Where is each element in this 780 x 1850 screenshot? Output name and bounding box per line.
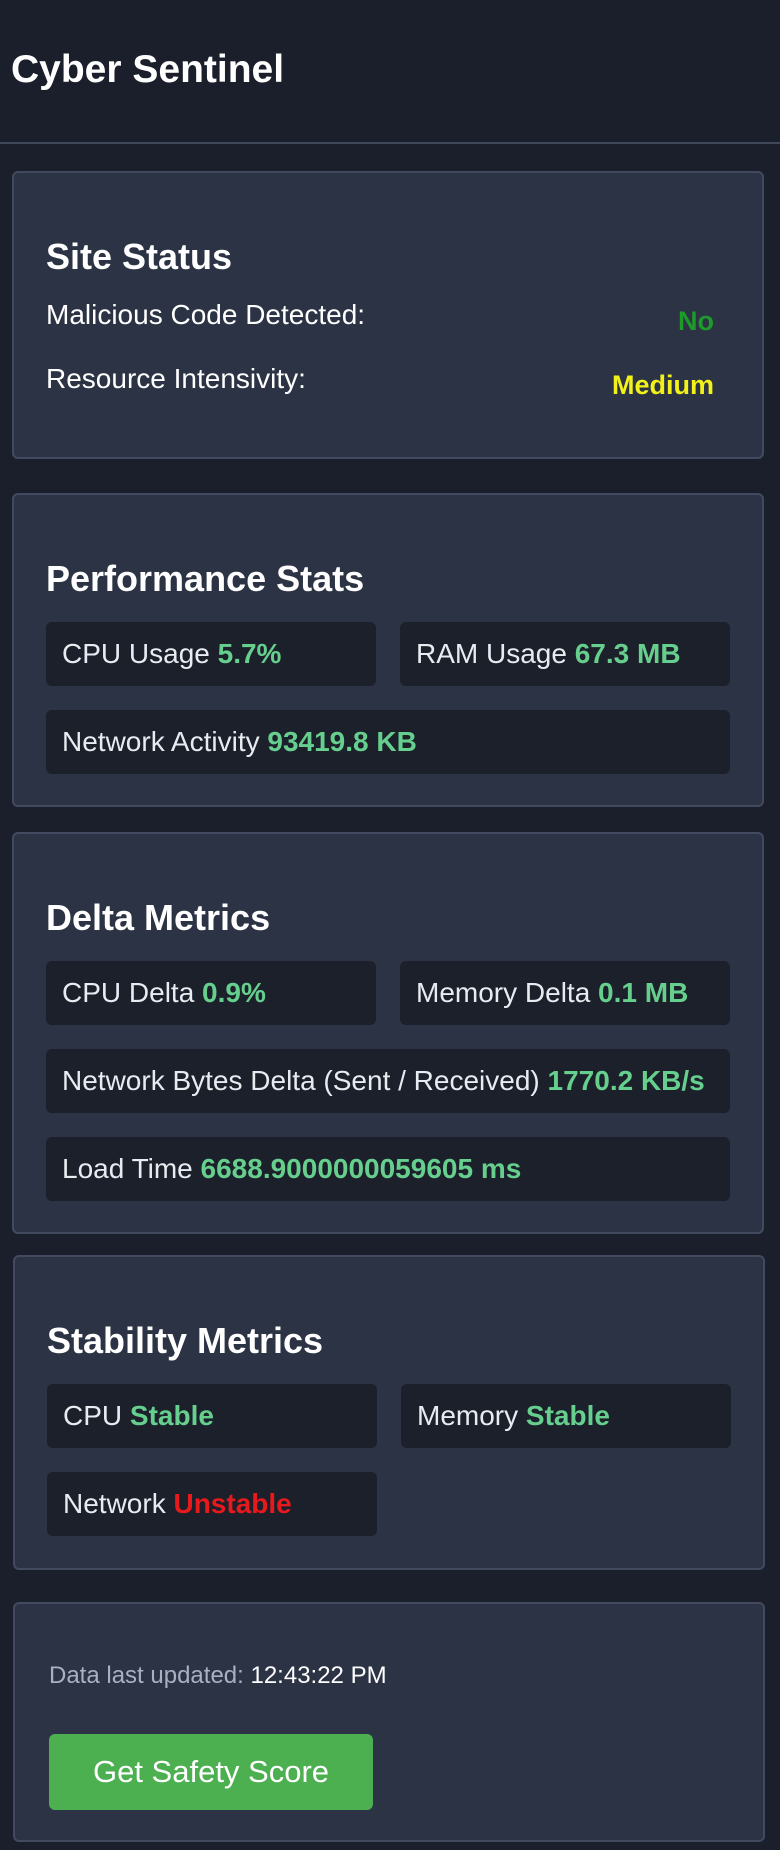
performance-title: Performance Stats	[46, 558, 365, 599]
network-stability-label: Network	[63, 1488, 166, 1519]
load-time-value: 6688.9000000059605 ms	[200, 1153, 522, 1184]
network-activity-value: 93419.8 KB	[267, 726, 417, 757]
cpu-stability-value: Stable	[129, 1400, 214, 1431]
safety-score-card: Data last updated: 12:43:22 PM Get Safet…	[13, 1602, 765, 1842]
network-stability-tile: Network Unstable	[47, 1472, 377, 1536]
last-updated-time: 12:43:22 PM	[250, 1662, 387, 1689]
memory-delta-tile: Memory Delta 0.1 MB	[400, 961, 730, 1025]
memory-stability-label: Memory	[417, 1400, 519, 1431]
resource-intensivity-label: Resource Intensivity:	[46, 363, 306, 394]
network-bytes-delta-value: 1770.2 KB/s	[547, 1065, 705, 1096]
delta-metrics-title: Delta Metrics	[46, 897, 271, 938]
malicious-code-value: No	[678, 306, 714, 336]
last-updated-label: Data last updated:	[49, 1662, 244, 1689]
ram-usage-label: RAM Usage	[416, 638, 567, 669]
get-safety-score-button[interactable]: Get Safety Score	[49, 1734, 373, 1810]
load-time-tile: Load Time 6688.9000000059605 ms	[46, 1137, 730, 1201]
network-stability-value: Unstable	[173, 1488, 292, 1519]
network-bytes-delta-tile: Network Bytes Delta (Sent / Received) 17…	[46, 1049, 730, 1113]
cpu-usage-tile: CPU Usage 5.7%	[46, 622, 376, 686]
cpu-usage-value: 5.7%	[217, 638, 282, 669]
network-bytes-delta-label: Network Bytes Delta (Sent / Received)	[62, 1065, 540, 1096]
memory-stability-value: Stable	[525, 1400, 610, 1431]
malicious-code-label: Malicious Code Detected:	[46, 299, 366, 330]
stability-metrics-card: Stability Metrics CPU Stable Memory Stab…	[13, 1255, 765, 1570]
cpu-usage-label: CPU Usage	[62, 638, 210, 669]
performance-card: Performance Stats CPU Usage 5.7% RAM Usa…	[12, 493, 764, 807]
last-updated-text: Data last updated: 12:43:22 PM	[49, 1660, 387, 1692]
ram-usage-value: 67.3 MB	[574, 638, 681, 669]
malicious-code-row: Malicious Code Detected: No	[46, 297, 714, 337]
site-status-card: Site Status Malicious Code Detected: No …	[12, 171, 764, 459]
app-header: Cyber Sentinel	[0, 0, 780, 144]
app-title: Cyber Sentinel	[11, 48, 285, 91]
cpu-stability-label: CPU	[63, 1400, 123, 1431]
stability-metrics-title: Stability Metrics	[47, 1320, 324, 1361]
memory-delta-value: 0.1 MB	[598, 977, 689, 1008]
resource-intensivity-value: Medium	[611, 370, 714, 400]
cpu-stability-tile: CPU Stable	[47, 1384, 377, 1448]
resource-intensivity-row: Resource Intensivity: Medium	[46, 361, 714, 401]
ram-usage-tile: RAM Usage 67.3 MB	[400, 622, 730, 686]
cpu-delta-label: CPU Delta	[62, 977, 195, 1008]
memory-delta-label: Memory Delta	[416, 977, 591, 1008]
network-activity-label: Network Activity	[62, 726, 260, 757]
load-time-label: Load Time	[62, 1153, 193, 1184]
network-activity-tile: Network Activity 93419.8 KB	[46, 710, 730, 774]
delta-metrics-card: Delta Metrics CPU Delta 0.9% Memory Delt…	[12, 832, 764, 1234]
memory-stability-tile: Memory Stable	[401, 1384, 731, 1448]
cpu-delta-tile: CPU Delta 0.9%	[46, 961, 376, 1025]
cpu-delta-value: 0.9%	[202, 977, 266, 1008]
site-status-title: Site Status	[46, 236, 233, 277]
